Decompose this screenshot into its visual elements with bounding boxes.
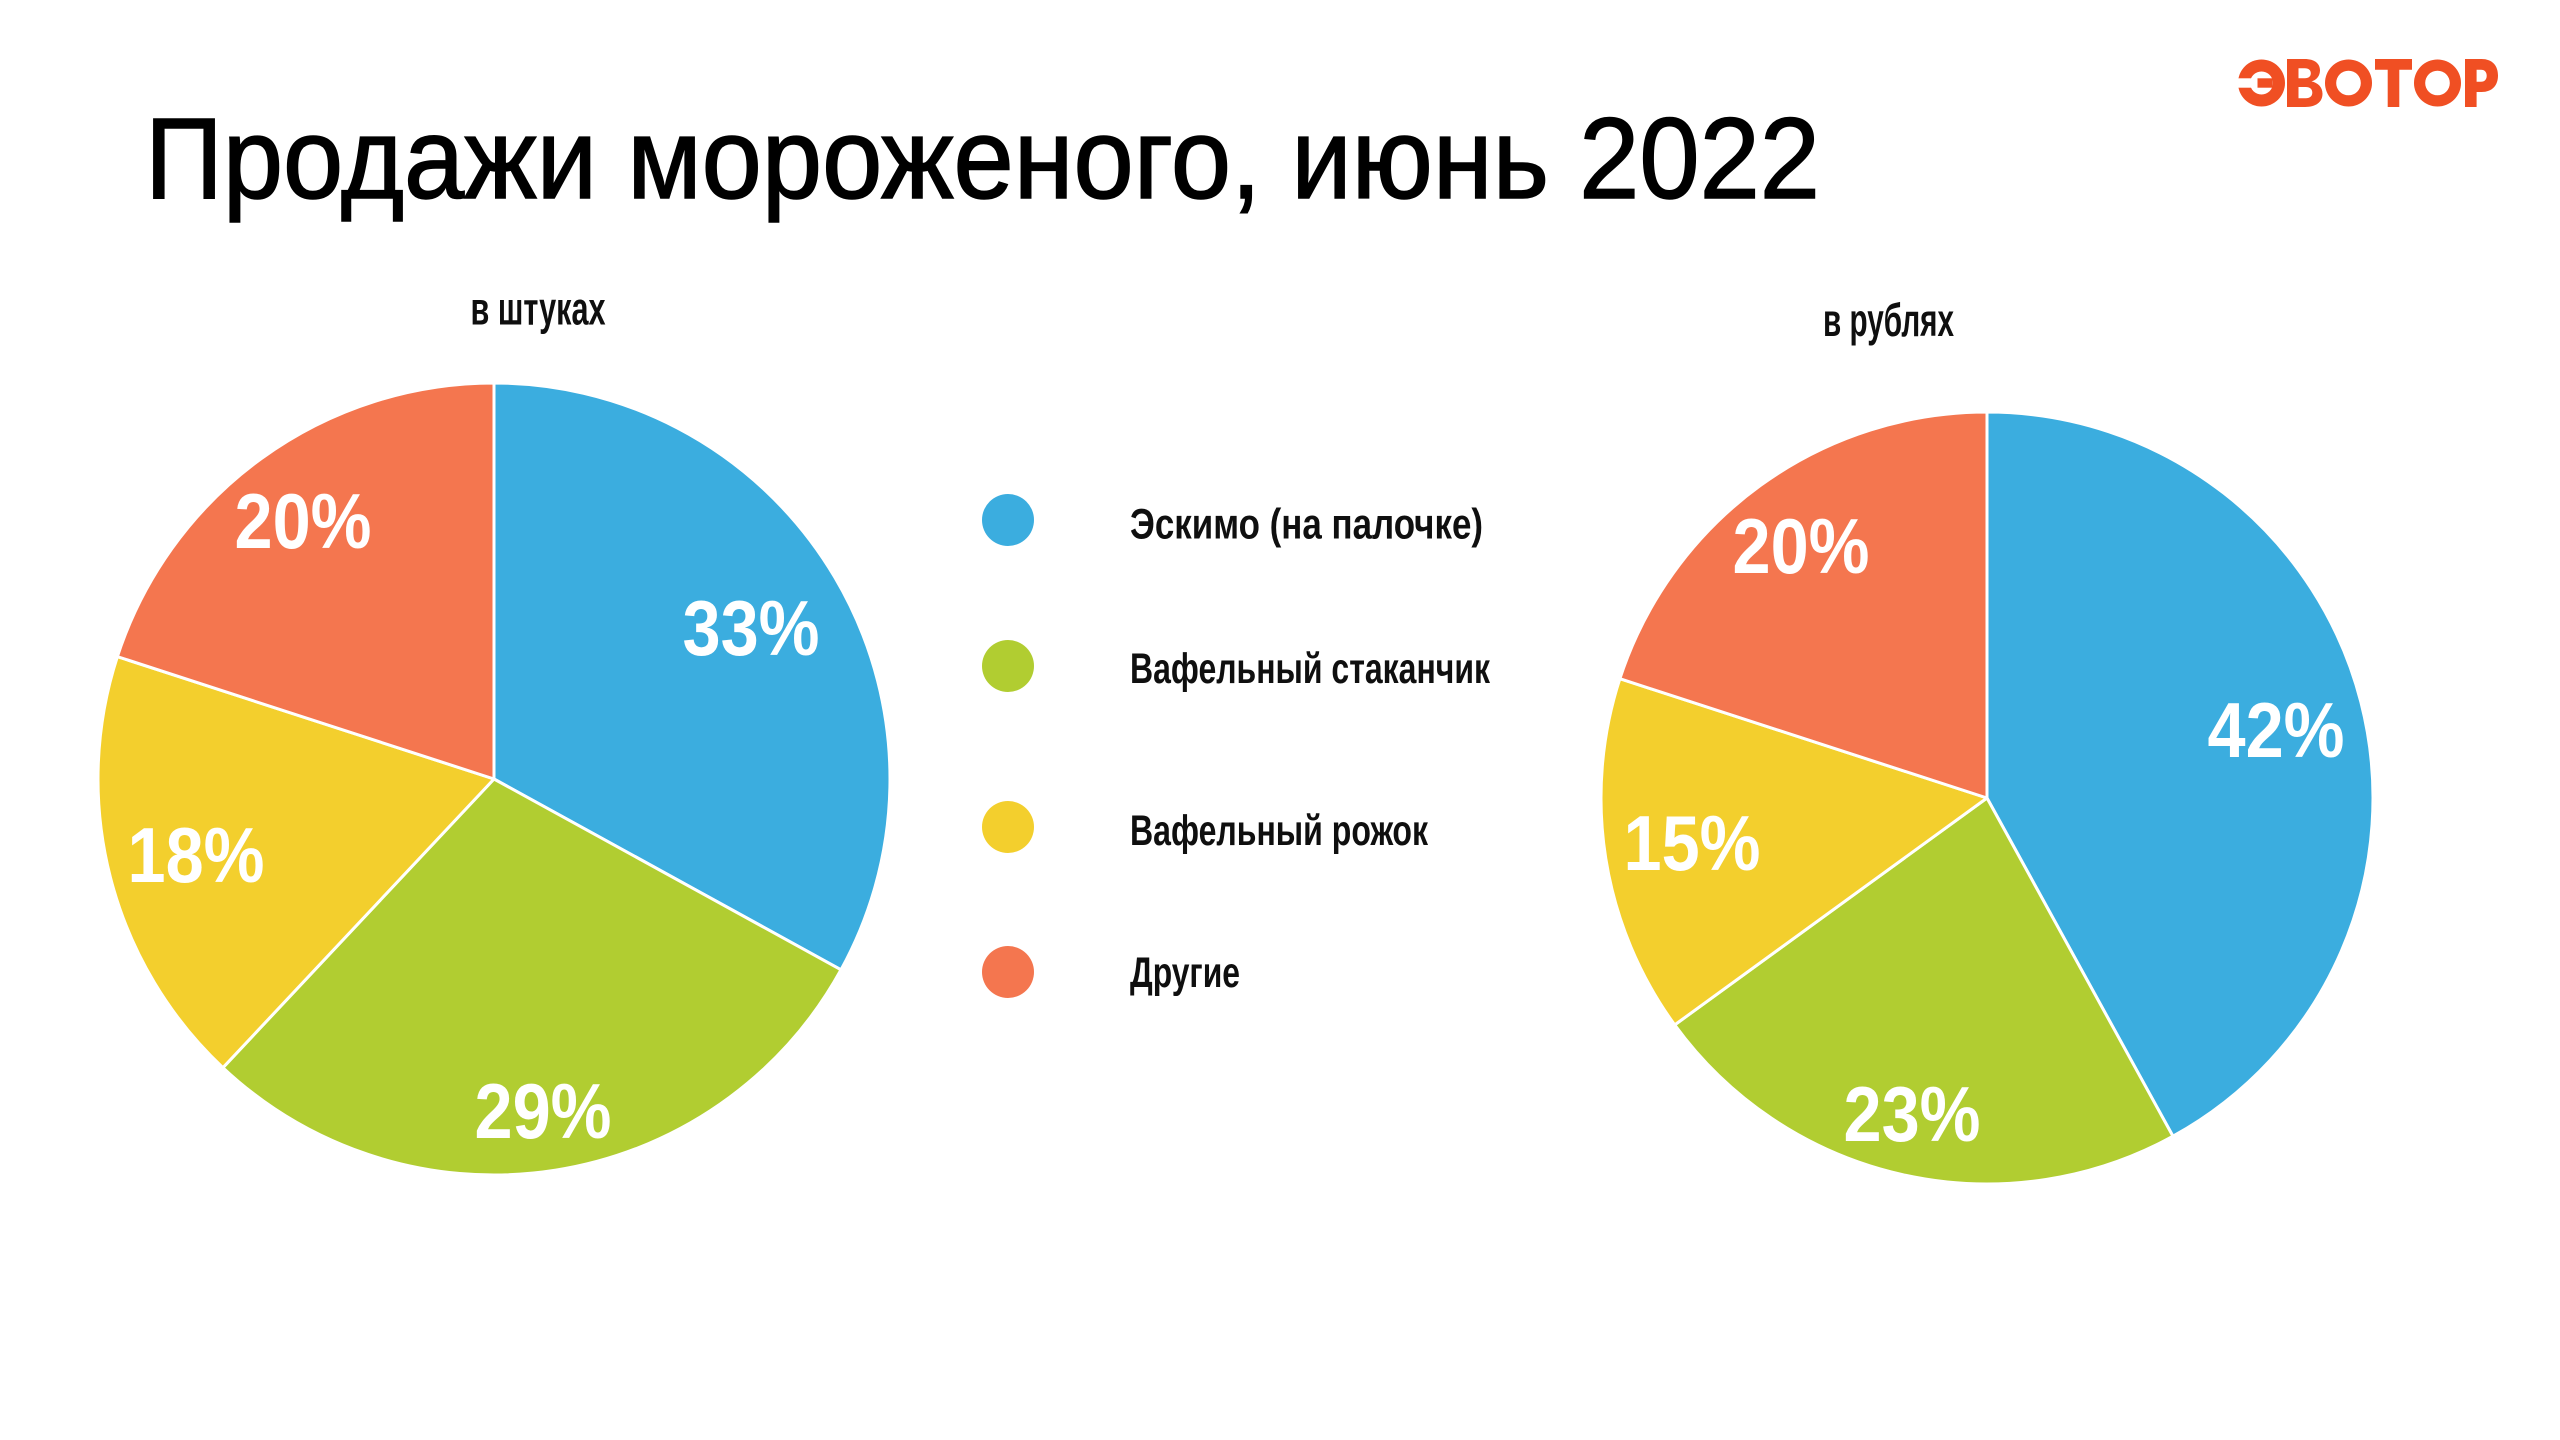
svg-text:23%: 23% [1844,1070,1981,1158]
svg-text:Вафельный стаканчик: Вафельный стаканчик [1130,645,1490,693]
svg-text:в штуках: в штуках [471,283,606,335]
svg-text:20%: 20% [235,477,372,565]
svg-text:в рублях: в рублях [1823,294,1954,346]
svg-text:Продажи мороженого, июнь 2022: Продажи мороженого, июнь 2022 [145,95,1820,223]
svg-text:42%: 42% [2208,686,2345,774]
svg-text:20%: 20% [1733,502,1870,590]
svg-text:33%: 33% [683,584,820,672]
svg-text:Эскимо (на палочке): Эскимо (на палочке) [1130,501,1483,549]
svg-text:Вафельный рожок: Вафельный рожок [1130,807,1428,855]
svg-text:29%: 29% [475,1067,612,1155]
svg-text:Другие: Другие [1130,949,1240,997]
svg-text:15%: 15% [1624,799,1761,887]
svg-text:18%: 18% [128,811,265,899]
